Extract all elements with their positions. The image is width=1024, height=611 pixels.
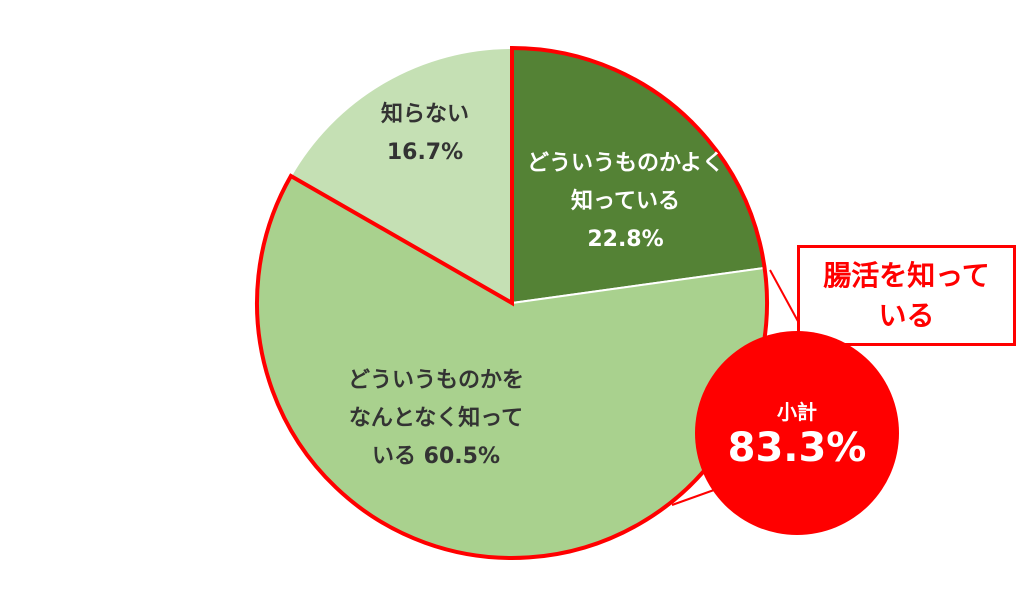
- subtotal-value: 83.3%: [727, 424, 867, 471]
- slice-label: どういうものかよく知っている 22.8%: [523, 145, 728, 259]
- slice-label: どういうものかをなんとなく知っている 60.5%: [345, 362, 527, 476]
- value-label: 22.8%: [587, 227, 664, 252]
- slice-label: 知らない 16.7%: [370, 96, 480, 172]
- subtotal-title: 小計: [777, 399, 817, 424]
- slices: [255, 45, 769, 560]
- value-label: 16.7%: [386, 140, 464, 165]
- category-label: どういうものかをなんとなく知っている: [347, 368, 524, 469]
- category-label: どういうものかよく知っている: [527, 151, 724, 214]
- category-label: 知らない: [380, 102, 469, 127]
- value-label: 60.5%: [423, 444, 500, 469]
- connector: [769, 269, 801, 326]
- highlight-outline: [255, 45, 769, 560]
- slice: [289, 46, 513, 305]
- callout: 腸活を知っている: [797, 245, 1016, 346]
- subtotal-circle: 小計 83.3%: [695, 331, 899, 535]
